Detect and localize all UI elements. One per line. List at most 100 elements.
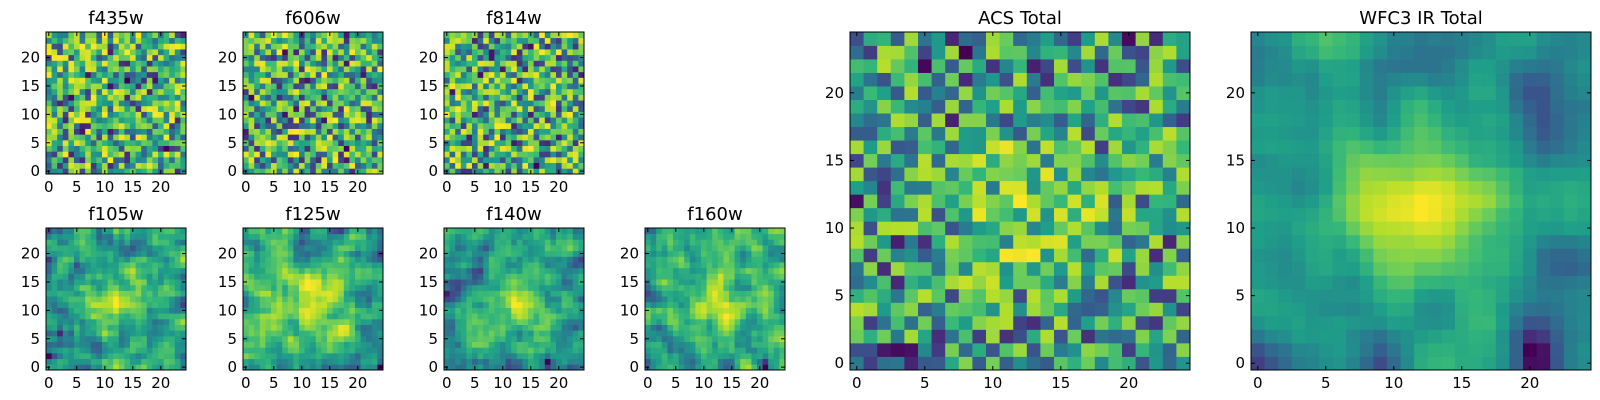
heatmap-cell [505, 145, 512, 152]
heatmap-cell [107, 250, 114, 257]
heatmap-cell [460, 307, 467, 314]
heatmap-cell [483, 94, 490, 101]
heatmap-cell [315, 100, 322, 107]
heatmap-cell [310, 37, 317, 44]
heatmap-cell [51, 341, 58, 348]
heatmap-cell [1122, 167, 1136, 182]
heatmap-cell [287, 267, 294, 274]
heatmap-cell [460, 352, 467, 360]
heatmap-cell [472, 301, 478, 308]
heatmap-cell [349, 77, 356, 84]
heatmap-cell [158, 284, 164, 291]
heatmap-cell [572, 228, 579, 235]
heatmap-cell [152, 318, 159, 325]
heatmap-cell [455, 88, 462, 95]
heatmap-cell [332, 313, 339, 320]
heatmap-cell [259, 71, 266, 78]
heatmap-cell [1108, 234, 1123, 249]
heatmap-cell [533, 139, 540, 146]
heatmap-cell [516, 228, 523, 235]
heatmap-cell [355, 54, 361, 61]
heatmap-cell [310, 296, 317, 303]
heatmap-cell [712, 358, 719, 365]
heatmap-cell [299, 233, 305, 240]
heatmap-cell [287, 71, 294, 78]
heatmap-cell [349, 117, 356, 124]
heatmap-cell [293, 228, 300, 235]
heatmap-cell [355, 105, 361, 112]
heatmap-cell [455, 71, 462, 78]
heatmap-cell [650, 358, 657, 365]
heatmap-cell [757, 233, 763, 240]
heatmap-cell [757, 284, 763, 291]
heatmap-cell [107, 239, 114, 246]
heatmap-cell [567, 245, 574, 252]
heatmap-cell [360, 279, 367, 286]
heatmap-cell [918, 342, 932, 357]
heatmap-cell [85, 105, 92, 112]
heatmap-cell [460, 250, 467, 257]
heatmap-cell [271, 290, 277, 297]
heatmap-cell [684, 233, 691, 240]
heatmap-cell [135, 43, 142, 50]
heatmap-cell [483, 307, 490, 314]
x-tick-label: 5 [72, 374, 82, 392]
heatmap-cell [62, 162, 69, 169]
heatmap-cell [163, 279, 170, 286]
heatmap-cell [343, 66, 350, 73]
heatmap-cell [751, 250, 758, 257]
x-tick-label: 0 [44, 374, 54, 392]
heatmap-cell [310, 239, 317, 246]
heatmap-cell [1149, 275, 1164, 290]
heatmap-cell [958, 180, 973, 195]
heatmap-cell [79, 245, 86, 252]
heatmap-cell [293, 88, 300, 95]
heatmap-cell [315, 145, 322, 152]
heatmap-cell [130, 162, 136, 169]
heatmap-cell [1040, 180, 1055, 195]
heatmap-cell [561, 122, 568, 129]
heatmap-cell [645, 313, 651, 320]
heatmap-cell [695, 296, 702, 303]
heatmap-cell [68, 245, 75, 252]
heatmap-cell [135, 256, 142, 263]
heatmap-cell [544, 128, 551, 135]
heatmap-cell [265, 105, 272, 112]
heatmap-cell [163, 128, 170, 135]
heatmap-cell [282, 151, 289, 158]
heatmap-cell [656, 335, 663, 342]
heatmap-cell [511, 66, 518, 73]
heatmap-cell [494, 162, 501, 169]
heatmap-cell [533, 134, 540, 141]
heatmap-cell [449, 122, 456, 129]
heatmap-cell [113, 156, 120, 164]
heatmap-cell [46, 318, 52, 325]
heatmap-cell [544, 139, 551, 146]
heatmap-cell [90, 262, 97, 269]
heatmap-cell [572, 284, 579, 291]
heatmap-cell [169, 83, 176, 90]
heatmap-cell [304, 352, 311, 360]
heatmap-cell [544, 245, 551, 252]
heatmap-cell [287, 301, 294, 308]
heatmap-cell [259, 267, 266, 274]
heatmap-cell [46, 122, 52, 129]
heatmap-cell [282, 49, 289, 56]
heatmap-cell [79, 100, 86, 107]
heatmap-cell [958, 275, 973, 290]
heatmap-cell [158, 105, 164, 112]
heatmap-cell [460, 324, 467, 331]
heatmap-cell [271, 151, 277, 158]
heatmap-cell [494, 151, 501, 158]
heatmap-cell [567, 352, 574, 360]
x-tick-label: 5 [72, 178, 82, 196]
heatmap-cell [1040, 221, 1055, 236]
heatmap-cell [528, 122, 534, 129]
heatmap-cell [572, 60, 579, 67]
heatmap-cell [561, 279, 568, 286]
heatmap-cell [130, 330, 136, 337]
heatmap-cell [1040, 329, 1055, 344]
heatmap-cell [678, 262, 685, 269]
heatmap-cell [174, 71, 181, 78]
